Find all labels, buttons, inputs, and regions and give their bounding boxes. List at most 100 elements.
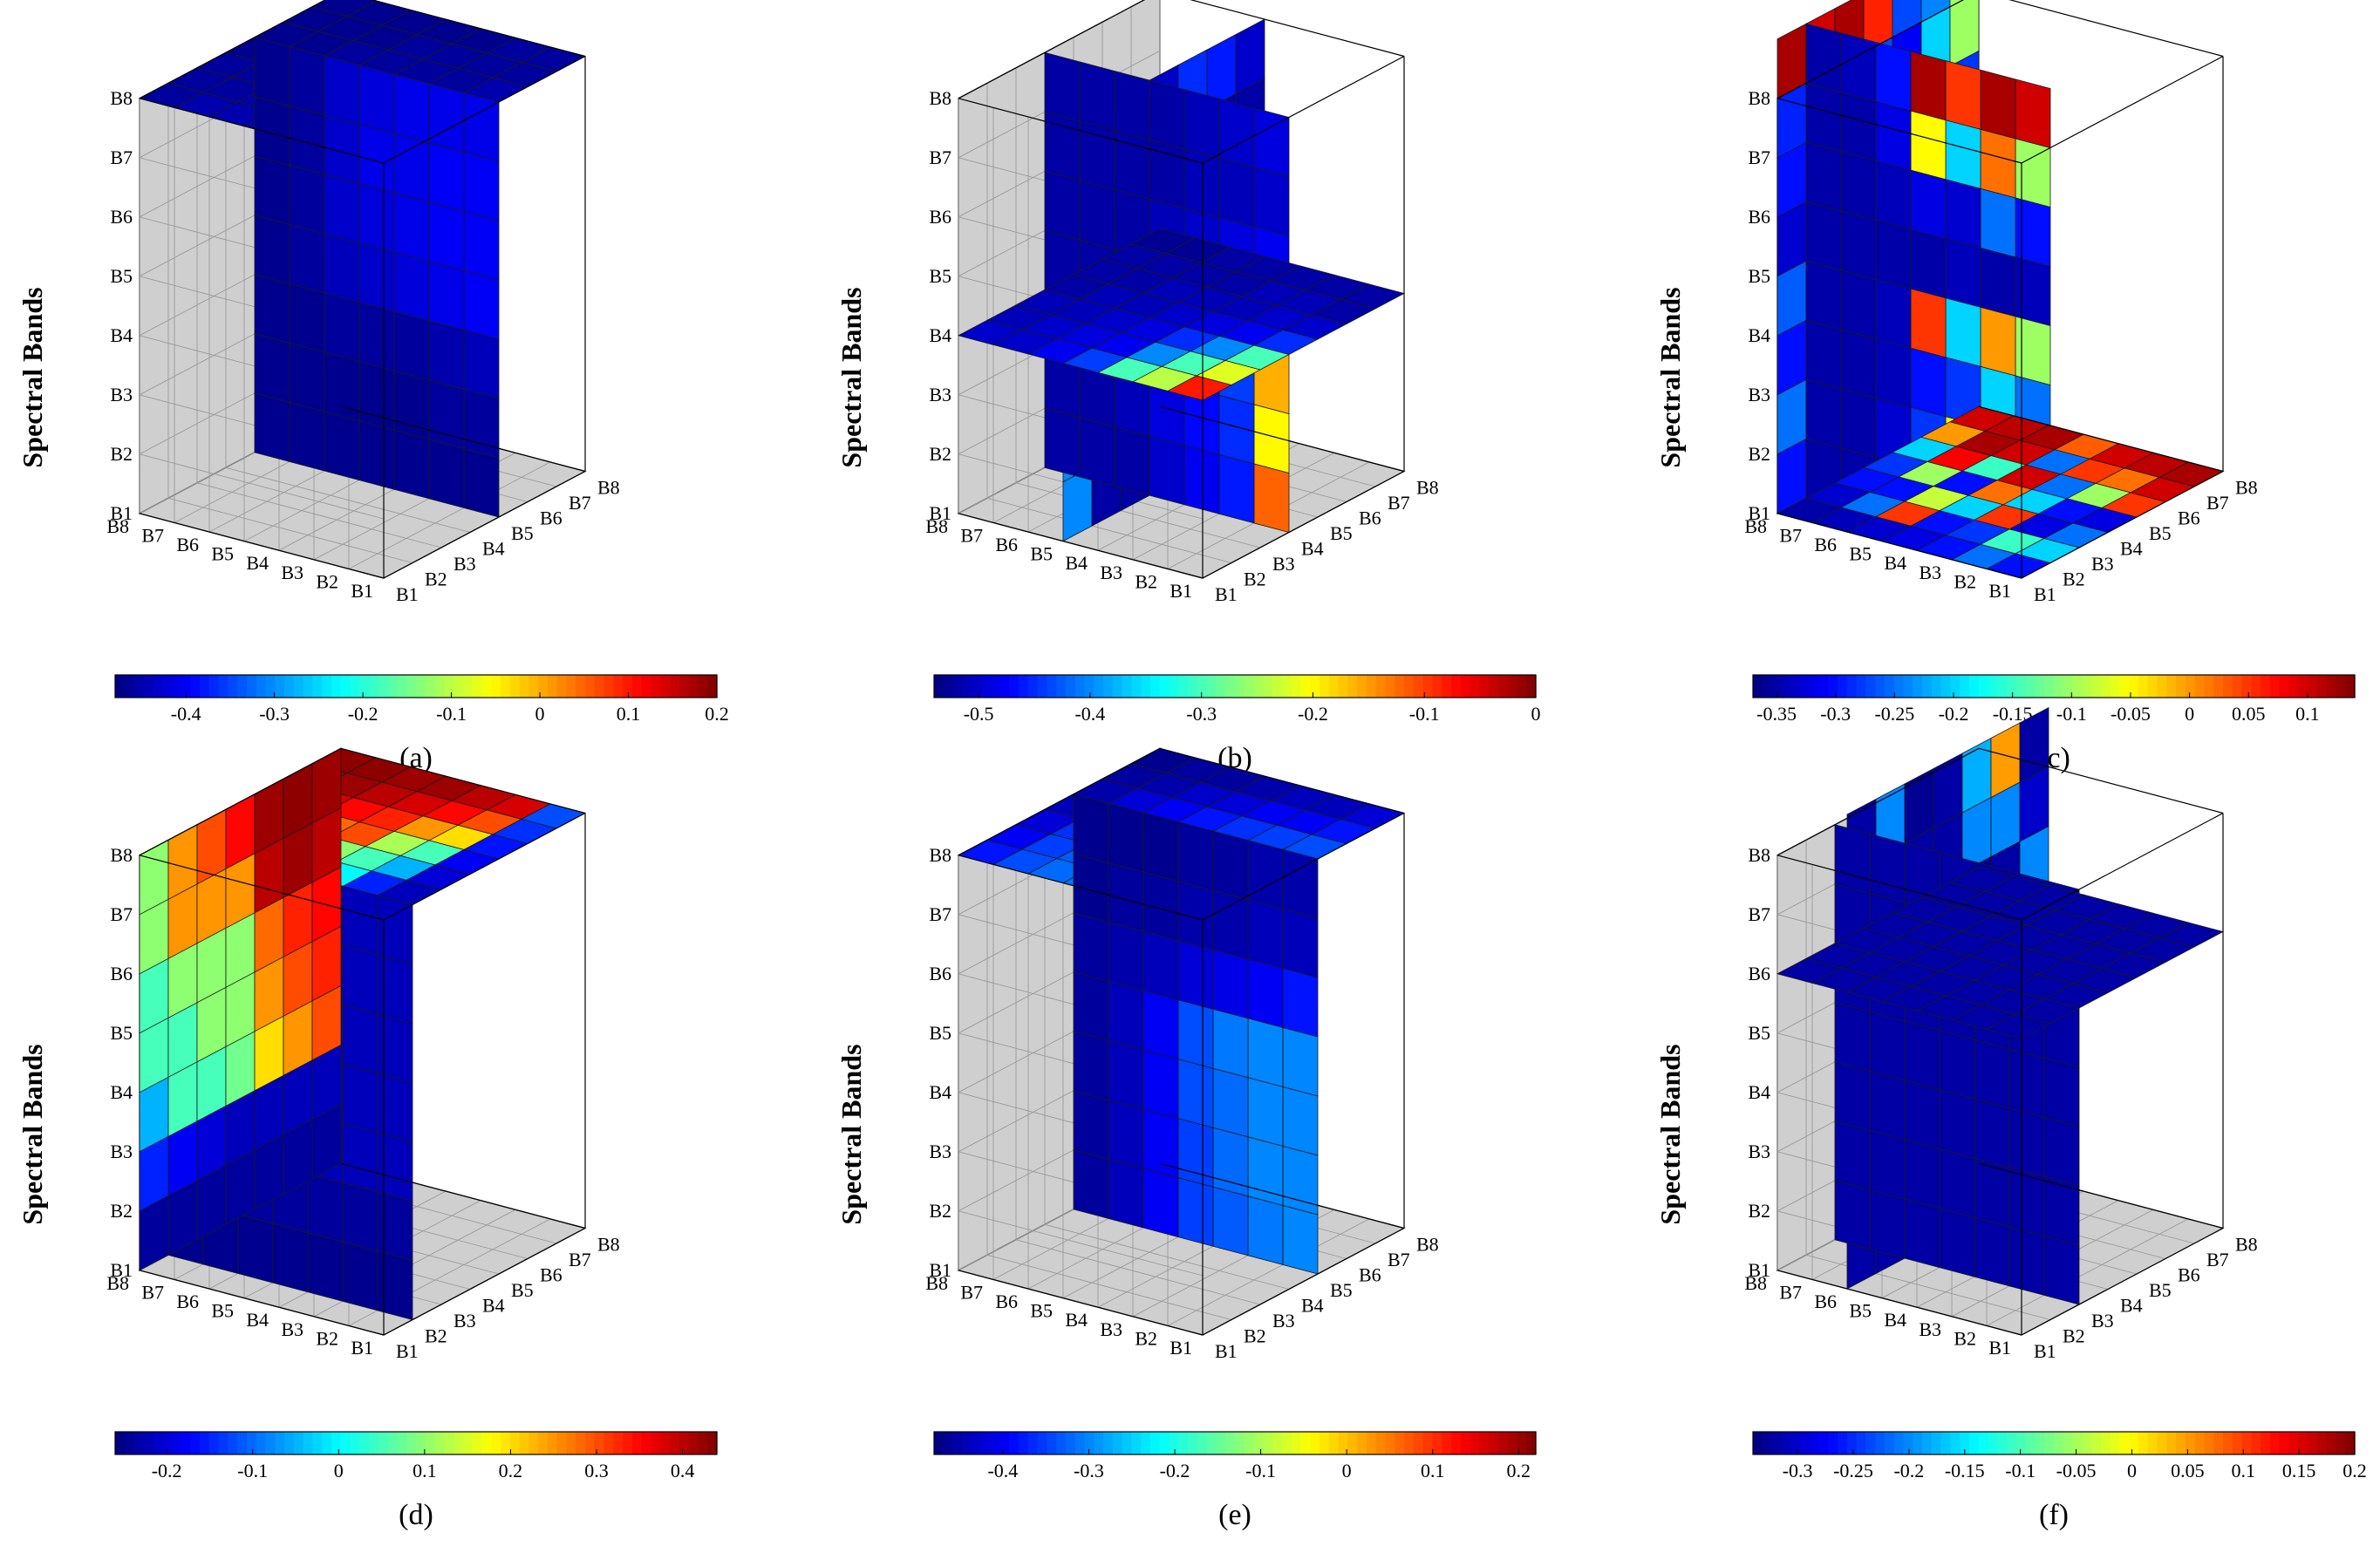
colorbar-segment [1450, 675, 1462, 698]
colorbar-segment [2063, 675, 2074, 698]
x-tick-label: B3 [453, 553, 476, 575]
cube-edge [383, 1227, 586, 1336]
x-tick-label: B7 [2206, 492, 2229, 514]
colorbar-segment [2054, 675, 2064, 698]
y-tick-label: B2 [1135, 1327, 1157, 1349]
heatmap-cell [393, 251, 430, 322]
heatmap-cell [1247, 1077, 1284, 1147]
heatmap-cell [1073, 912, 1109, 982]
colorbar-segment [585, 675, 596, 698]
heatmap-cell [342, 1122, 378, 1193]
colorbar-segment [2166, 675, 2177, 698]
heatmap-cell [1079, 61, 1115, 132]
colorbar-segment [1818, 675, 1829, 698]
x-tick-label: B8 [1416, 477, 1439, 499]
cube-edge [1776, 98, 2022, 164]
z-tick-label: B6 [929, 963, 951, 984]
heatmap-cell [1108, 1158, 1144, 1229]
colorbar-segment [2345, 1432, 2356, 1454]
colorbar-segment [501, 1432, 511, 1454]
colorbar-segment [2336, 675, 2346, 698]
colorbar-segment [2261, 675, 2271, 698]
colorbar-tick-label: 0 [2127, 1460, 2137, 1481]
colorbar-tick-label: -0.35 [1756, 703, 1797, 725]
heatmap-cell [377, 1013, 413, 1084]
slices [1776, 706, 2225, 1305]
colorbar-segment [359, 675, 370, 698]
colorbar-segment [1300, 1432, 1311, 1454]
colorbar-segment [2147, 675, 2158, 698]
colorbar-segment [1422, 1432, 1434, 1454]
cube-edges [139, 0, 586, 579]
heatmap-cell [2008, 1167, 2045, 1236]
colorbar-segment [2044, 1432, 2055, 1454]
colorbar-segment [2298, 675, 2308, 698]
colorbar-tick-label: 0.1 [413, 1460, 437, 1481]
colorbar-segment [2232, 1432, 2243, 1454]
cube-edge [1776, 0, 1964, 99]
heatmap-cell [1805, 260, 1842, 330]
cube-edge [1159, 747, 1405, 814]
colorbar-frame [114, 674, 718, 698]
heatmap-cell [377, 1191, 413, 1262]
slice-x-5 [1073, 793, 1319, 1275]
colorbar-segment [2119, 675, 2130, 698]
colorbar-segment [2054, 1432, 2064, 1454]
heatmap-cell [1834, 1180, 1871, 1250]
heatmap-cell [1044, 170, 1081, 241]
colorbar-tick-label: -0.1 [1245, 1460, 1276, 1481]
heatmap-cell [1177, 821, 1214, 891]
colorbar-segment [2345, 675, 2356, 698]
heatmap-cell [254, 215, 290, 284]
x-tick-label: B1 [396, 1340, 419, 1362]
y-tick-label: B5 [1030, 1300, 1053, 1322]
heatmap-cell [2015, 138, 2051, 208]
y-tick-label: B6 [995, 534, 1018, 555]
heatmap-cell [342, 1182, 378, 1252]
z-tick-label: B7 [1748, 903, 1770, 925]
y-tick-label: B2 [316, 1327, 338, 1349]
heatmap-cell [463, 92, 500, 162]
colorbar-tick-label: -0.25 [1874, 703, 1914, 725]
heatmap-cell [1805, 201, 1842, 271]
heatmap-cell [1974, 1039, 2010, 1109]
cube-edges [958, 747, 1405, 1336]
y-tick-label: B3 [1919, 1318, 1941, 1340]
colorbar-segment [2176, 675, 2186, 698]
colorbar-segment [1497, 1432, 1509, 1454]
heatmap-cell [1253, 463, 1290, 534]
colorbar-segment [1913, 675, 1923, 698]
colorbar-tick-label: 0.4 [671, 1460, 695, 1481]
colorbar-segment [538, 675, 549, 698]
y-tick-label: B4 [246, 552, 269, 574]
colorbar-segment [1178, 1432, 1189, 1454]
colorbar-tick-label: -0.3 [259, 703, 290, 725]
colorbar-segment [133, 675, 144, 698]
z-tick-label: B4 [1748, 1081, 1770, 1103]
heatmap-cell [1129, 228, 1197, 254]
heatmap-cell [1044, 407, 1081, 478]
heatmap-cell [393, 310, 430, 381]
colorbar-segment [1395, 675, 1405, 698]
z-tick-label: B3 [1748, 1141, 1770, 1162]
heatmap-cell [1177, 999, 1214, 1069]
colorbar-segment [1141, 1432, 1151, 1454]
cube-edge [2021, 812, 2224, 921]
heatmap-cell [1949, 0, 1980, 67]
colorbar-segment [228, 675, 238, 698]
colorbar-segment [2007, 1432, 2017, 1454]
heatmap-cell [1114, 70, 1150, 140]
grid-line [1986, 1218, 2189, 1326]
heatmap-cell [1282, 967, 1319, 1038]
heatmap-cell [1904, 1139, 1940, 1209]
colorbar-segment [1838, 675, 1848, 698]
colorbar-segment [547, 1432, 558, 1454]
colorbar-segment [1065, 1432, 1076, 1454]
colorbar-segment [350, 1432, 360, 1454]
colorbar-segment [246, 675, 257, 698]
colorbar-segment [322, 1432, 332, 1454]
